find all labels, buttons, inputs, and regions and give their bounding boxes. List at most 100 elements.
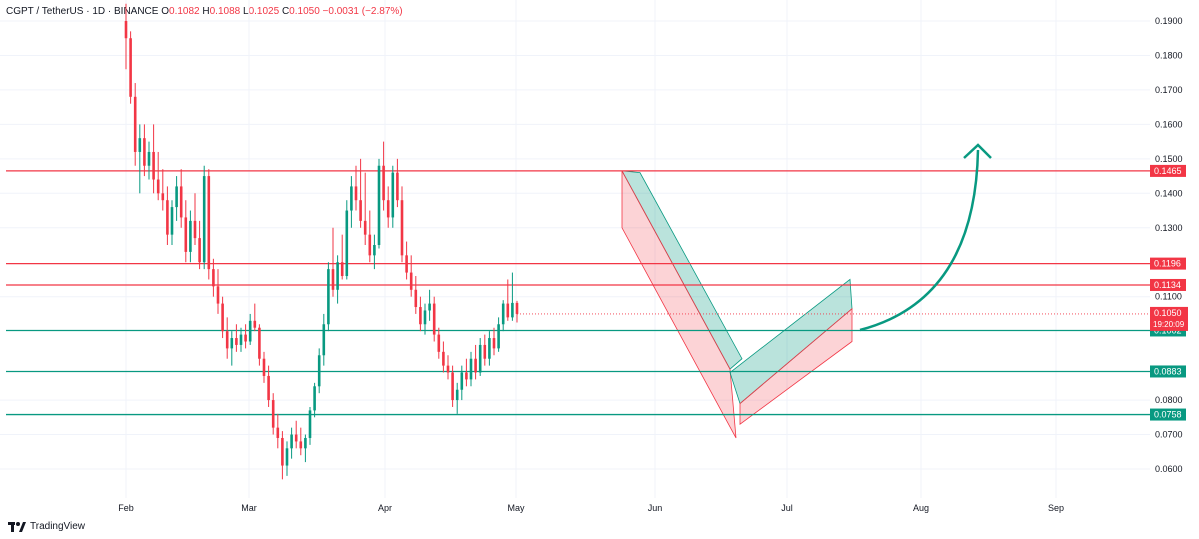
candle-body xyxy=(193,220,197,239)
candle-body xyxy=(216,286,220,304)
candle-body xyxy=(414,289,418,308)
x-tick-label: Mar xyxy=(241,503,257,513)
price-line-label: 0.1134 xyxy=(1154,280,1181,290)
candle-body xyxy=(515,302,519,314)
brand-name: TradingView xyxy=(30,521,86,532)
y-tick-label: 0.1900 xyxy=(1155,16,1183,26)
candle-body xyxy=(271,400,275,428)
candle-body xyxy=(428,303,431,311)
price-axis[interactable]: 0.1900 0.1800 0.1700 0.1600 0.1500 0.1400 0.13… xyxy=(1150,16,1188,474)
candle-body xyxy=(235,338,238,345)
candle-body xyxy=(396,172,399,201)
candle-body xyxy=(294,434,298,442)
x-tick-label: Feb xyxy=(118,503,134,513)
price-line-label: 0.1465 xyxy=(1154,166,1182,176)
candle-body xyxy=(230,338,234,349)
candle-body xyxy=(166,200,169,235)
candle-body xyxy=(156,179,160,194)
candle-body xyxy=(285,448,289,466)
y-tick-label: 0.0800 xyxy=(1155,395,1183,405)
grid xyxy=(0,0,1150,498)
descending-channel-red xyxy=(621,170,737,439)
candle-body xyxy=(488,338,491,359)
open-label: O xyxy=(161,6,170,17)
high-value: 0.1088 xyxy=(209,6,241,17)
y-tick-label: 0.1800 xyxy=(1155,50,1183,60)
chart-header: CGPT / TetherUS · 1D · BINANCE O0.1082 H… xyxy=(6,6,403,17)
projection-arrow-head xyxy=(963,143,992,159)
price-line-label: 0.0758 xyxy=(1154,410,1182,420)
price-line-label: 0.0883 xyxy=(1154,366,1182,376)
candle-body xyxy=(239,334,243,345)
symbol-label: CGPT / TetherUS · 1D · BINANCE xyxy=(6,6,159,17)
candle-body xyxy=(184,217,188,252)
candle-body xyxy=(373,244,376,256)
tradingview-logo-icon xyxy=(8,521,26,532)
projection-arrow-path xyxy=(859,149,980,332)
candle-body xyxy=(391,172,395,218)
drawing-patterns xyxy=(621,170,853,439)
candle-body xyxy=(354,186,358,201)
price-line-tag xyxy=(1150,257,1186,270)
candle-body xyxy=(262,358,266,376)
candle-body xyxy=(497,324,500,349)
ascending-channel-red xyxy=(739,307,853,425)
price-line-tag xyxy=(1150,408,1186,421)
candle-body xyxy=(313,386,316,411)
candle-body xyxy=(299,441,303,449)
time-axis[interactable]: Feb Mar Apr May Jun Jul Aug Sep xyxy=(118,503,1064,513)
candle-body xyxy=(129,38,132,97)
candle-body xyxy=(189,220,192,252)
candle-body xyxy=(248,320,252,342)
price-line-tag xyxy=(1150,278,1186,291)
candle-body xyxy=(511,302,514,318)
candle-body xyxy=(442,351,445,366)
candle-body xyxy=(304,437,307,449)
x-tick-label: Sep xyxy=(1048,503,1064,513)
x-tick-label: Jun xyxy=(648,503,663,513)
candle-body xyxy=(179,186,183,218)
candle-body xyxy=(225,331,229,349)
candle-body xyxy=(478,344,482,373)
candle-body xyxy=(386,200,390,218)
candle-body xyxy=(327,269,330,325)
tradingview-branding[interactable]: TradingView xyxy=(8,521,85,532)
candle-body xyxy=(350,186,353,211)
candle-body xyxy=(432,303,436,335)
candle-body xyxy=(258,327,261,359)
candle-body xyxy=(207,176,211,270)
x-tick-label: Apr xyxy=(378,503,392,513)
candle-body xyxy=(202,176,206,263)
candle-body xyxy=(244,334,247,342)
candle-body xyxy=(267,375,270,401)
candle-body xyxy=(483,344,487,359)
candle-body xyxy=(340,262,344,277)
candle-body xyxy=(423,310,427,325)
horizontal-lines xyxy=(6,170,1150,416)
candle-body xyxy=(409,272,413,290)
close-value: 0.1050 xyxy=(289,6,320,17)
x-tick-label: Aug xyxy=(913,503,929,513)
candle-body xyxy=(455,389,459,401)
y-tick-label: 0.1400 xyxy=(1155,188,1183,198)
candles xyxy=(124,3,519,480)
candle-body xyxy=(124,21,128,39)
high-label: H xyxy=(202,6,210,17)
candle-body xyxy=(281,437,284,466)
projection-arrow xyxy=(859,143,992,332)
candle-body xyxy=(138,138,142,152)
candle-body xyxy=(331,269,335,290)
x-tick-label: Jul xyxy=(781,503,793,513)
y-tick-label: 0.0600 xyxy=(1155,464,1183,474)
candle-body xyxy=(446,365,450,373)
candle-body xyxy=(405,255,408,273)
change-value: −0.0031 (−2.87%) xyxy=(322,6,403,17)
candle-body xyxy=(198,238,201,263)
candle-body xyxy=(290,434,293,449)
candle-body xyxy=(382,165,385,201)
candle-body xyxy=(276,427,280,438)
close-label: C xyxy=(281,6,290,17)
candle-body xyxy=(308,410,312,438)
descending-channel-green xyxy=(621,170,743,370)
